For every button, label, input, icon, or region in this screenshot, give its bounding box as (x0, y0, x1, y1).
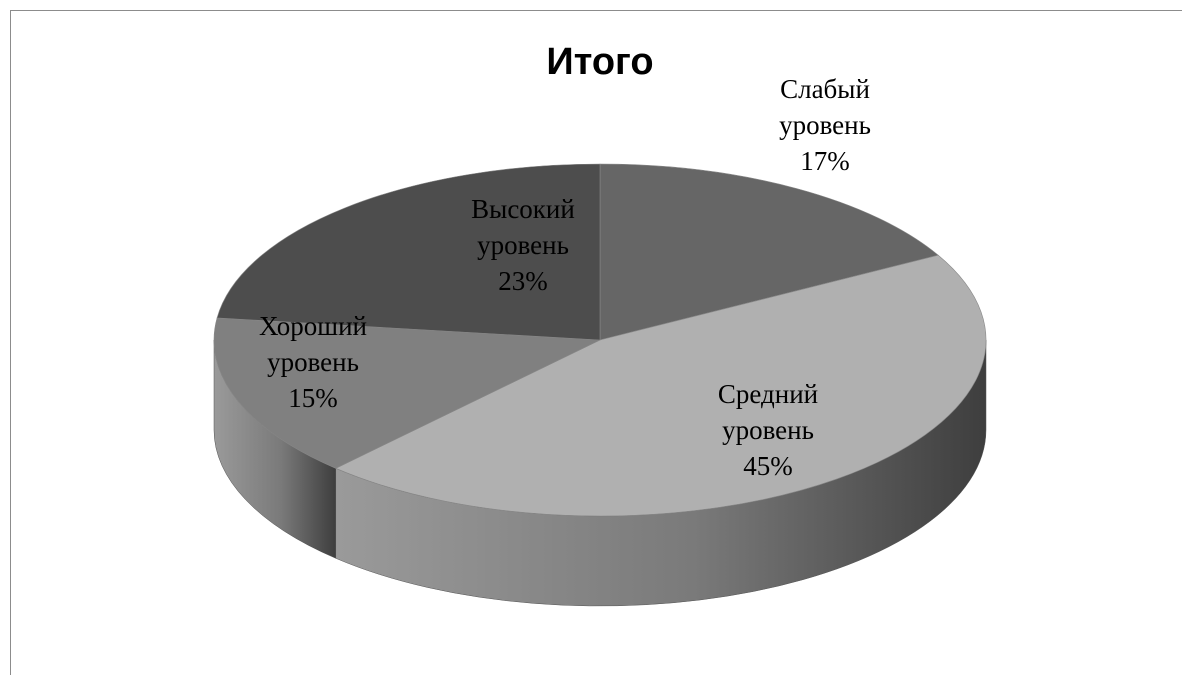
pie-slice (599, 163, 939, 341)
data-label: Высокий уровень 23% (438, 191, 608, 299)
pie-slice (213, 317, 602, 469)
data-label: Хороший уровень 15% (228, 308, 398, 416)
label-value: 45% (743, 451, 793, 481)
label-category: Хороший уровень (259, 311, 367, 377)
label-category: Средний уровень (717, 379, 819, 445)
label-category: Слабый уровень (779, 74, 871, 140)
label-category: Высокий уровень (471, 194, 575, 260)
label-value: 17% (800, 146, 850, 176)
pie-slice (335, 254, 987, 517)
data-label: Слабый уровень 17% (740, 71, 910, 179)
label-value: 15% (288, 383, 338, 413)
chart-title: Итого (546, 41, 653, 83)
pie-slice (216, 163, 601, 341)
frame (10, 10, 1182, 675)
data-label: Средний уровень 45% (683, 376, 853, 484)
label-value: 23% (498, 266, 548, 296)
